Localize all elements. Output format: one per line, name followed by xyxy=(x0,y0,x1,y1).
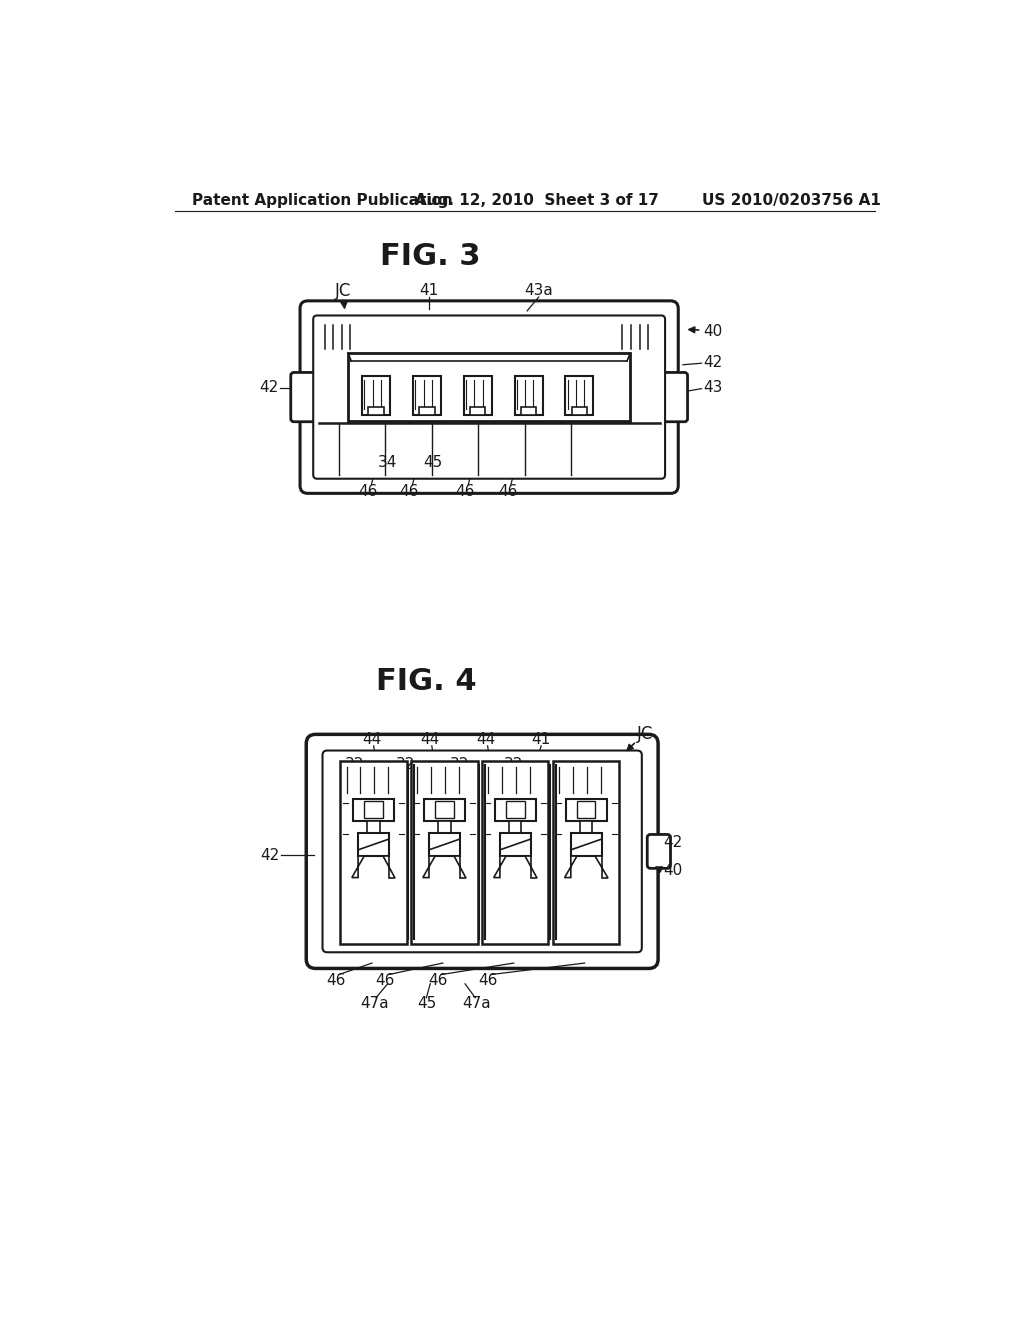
Bar xyxy=(580,821,592,833)
Bar xyxy=(464,376,492,414)
Bar xyxy=(358,833,389,857)
Polygon shape xyxy=(524,857,537,878)
Polygon shape xyxy=(564,857,577,878)
Polygon shape xyxy=(596,857,608,878)
Text: 32: 32 xyxy=(395,756,415,772)
Text: 43: 43 xyxy=(703,380,722,396)
Text: 42: 42 xyxy=(261,847,280,863)
Text: US 2010/0203756 A1: US 2010/0203756 A1 xyxy=(701,193,881,209)
Text: 46: 46 xyxy=(498,483,517,499)
Text: 47a: 47a xyxy=(360,997,389,1011)
Text: 42: 42 xyxy=(703,355,722,370)
Text: FIG. 4: FIG. 4 xyxy=(376,668,477,697)
FancyBboxPatch shape xyxy=(662,372,687,422)
FancyBboxPatch shape xyxy=(306,734,658,969)
Bar xyxy=(571,407,587,414)
Text: 46: 46 xyxy=(478,973,498,989)
FancyBboxPatch shape xyxy=(300,301,678,494)
Bar xyxy=(482,760,549,944)
Bar xyxy=(365,801,383,818)
Text: 40: 40 xyxy=(663,863,682,878)
Text: 44: 44 xyxy=(421,733,440,747)
Polygon shape xyxy=(423,857,435,878)
Text: 46: 46 xyxy=(376,973,395,989)
Text: 45: 45 xyxy=(423,455,442,470)
Bar xyxy=(565,799,607,821)
Text: 44: 44 xyxy=(476,733,496,747)
Polygon shape xyxy=(352,857,365,878)
Text: 42: 42 xyxy=(663,834,682,850)
Bar xyxy=(577,801,596,818)
Text: 32: 32 xyxy=(450,756,469,772)
Text: 40: 40 xyxy=(703,325,722,339)
Text: JC: JC xyxy=(637,726,653,743)
Bar xyxy=(412,760,477,944)
Bar xyxy=(424,799,465,821)
Text: 42: 42 xyxy=(259,380,279,396)
Text: 41: 41 xyxy=(531,733,551,747)
Bar xyxy=(495,799,536,821)
Bar xyxy=(521,407,537,414)
Text: 47a: 47a xyxy=(463,997,492,1011)
Bar xyxy=(413,376,441,414)
Text: JC: JC xyxy=(335,282,351,300)
Polygon shape xyxy=(494,857,506,878)
Bar xyxy=(500,833,530,857)
Polygon shape xyxy=(454,857,466,878)
Bar xyxy=(353,799,394,821)
Text: 46: 46 xyxy=(456,483,475,499)
Bar xyxy=(570,833,602,857)
Polygon shape xyxy=(383,857,395,878)
FancyBboxPatch shape xyxy=(323,751,642,952)
Bar xyxy=(438,821,451,833)
Text: 44: 44 xyxy=(362,733,382,747)
Bar xyxy=(435,801,454,818)
FancyBboxPatch shape xyxy=(313,315,665,479)
Bar xyxy=(362,376,390,414)
Bar xyxy=(369,407,384,414)
Text: 45: 45 xyxy=(417,997,436,1011)
Text: 41: 41 xyxy=(419,284,438,298)
Bar xyxy=(515,376,543,414)
Text: 46: 46 xyxy=(428,973,447,989)
Text: Aug. 12, 2010  Sheet 3 of 17: Aug. 12, 2010 Sheet 3 of 17 xyxy=(415,193,658,209)
Text: Patent Application Publication: Patent Application Publication xyxy=(191,193,453,209)
Text: 43a: 43a xyxy=(524,284,553,298)
Bar xyxy=(419,407,434,414)
Text: 32: 32 xyxy=(504,756,523,772)
FancyBboxPatch shape xyxy=(291,372,317,422)
Text: 46: 46 xyxy=(399,483,419,499)
FancyBboxPatch shape xyxy=(647,834,671,869)
Bar xyxy=(429,833,460,857)
Text: 46: 46 xyxy=(358,483,378,499)
Bar xyxy=(553,760,620,944)
Bar xyxy=(348,354,630,421)
Bar xyxy=(340,760,407,944)
Text: 32: 32 xyxy=(345,756,364,772)
Bar xyxy=(506,801,524,818)
Bar xyxy=(565,376,593,414)
Bar xyxy=(470,407,485,414)
Text: 34: 34 xyxy=(378,455,397,470)
Bar xyxy=(509,821,521,833)
Text: FIG. 3: FIG. 3 xyxy=(380,243,480,272)
Text: 46: 46 xyxy=(326,973,345,989)
Bar xyxy=(368,821,380,833)
